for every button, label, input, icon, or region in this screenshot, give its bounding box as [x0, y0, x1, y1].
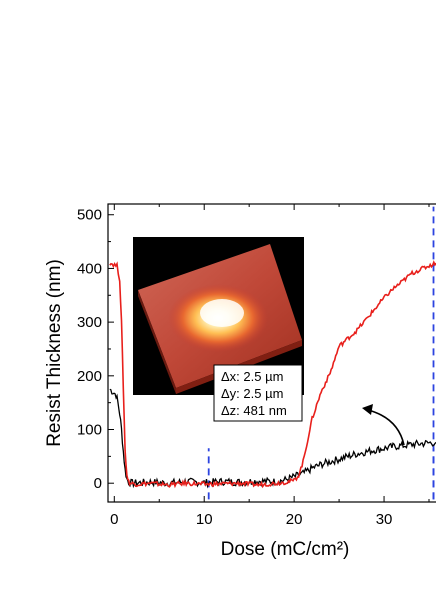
y-tick-label: 500	[77, 207, 102, 224]
series-line-black	[109, 388, 436, 489]
axis-ticks	[108, 204, 430, 502]
annotation-dx: Δx: 2.5 µm	[221, 369, 283, 384]
y-tick-label: 300	[77, 314, 102, 331]
x-tick-label: 20	[286, 511, 303, 528]
series-group	[109, 260, 436, 489]
curved-arrow-icon	[367, 409, 405, 446]
annotation-dz: Δz: 481 nm	[221, 403, 287, 418]
reference-lines	[207, 206, 435, 500]
x-tick-label: 0	[110, 511, 118, 528]
plot-frame	[107, 203, 436, 503]
y-axis-title: Resist Thickness (nm)	[44, 259, 65, 447]
annotation-dy: Δy: 2.5 µm	[221, 386, 283, 401]
arrowhead-icon	[362, 404, 373, 415]
y-tick-label: 0	[94, 475, 102, 492]
y-tick-label: 100	[77, 422, 102, 439]
x-tick-label: 10	[196, 511, 213, 528]
y-tick-label: 200	[77, 368, 102, 385]
y-tick-label: 400	[77, 260, 102, 277]
x-axis-title: Dose (mC/cm²)	[221, 539, 350, 560]
x-tick-label: 30	[376, 511, 393, 528]
series-line-red	[109, 260, 436, 489]
annotation-box	[213, 364, 303, 422]
